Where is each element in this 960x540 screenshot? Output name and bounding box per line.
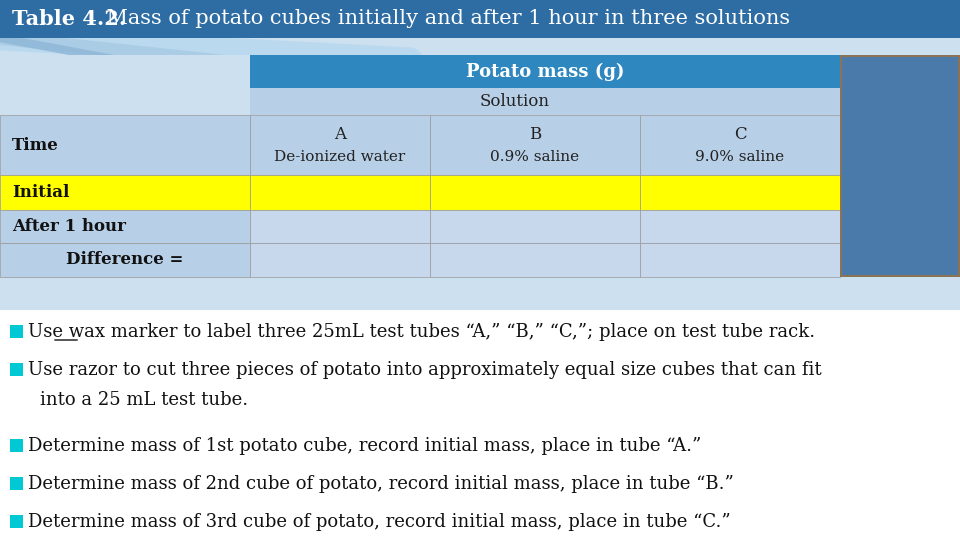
Bar <box>10 439 23 452</box>
Text: Use wax marker to label three 25mL test tubes “A,” “B,” “C,”; place on test tube: Use wax marker to label three 25mL test … <box>28 323 815 341</box>
Bar <box>640 115 840 175</box>
Text: Determine mass of 2nd cube of potato, record initial mass, place in tube “B.”: Determine mass of 2nd cube of potato, re… <box>28 475 733 493</box>
Text: B: B <box>529 126 541 143</box>
Bar <box>0 0 960 38</box>
Bar <box>640 243 840 277</box>
Bar <box>0 310 960 540</box>
Bar <box>250 243 430 277</box>
Bar <box>840 55 960 277</box>
Bar <box>0 210 250 243</box>
Bar <box>250 210 430 243</box>
Text: 9.0% saline: 9.0% saline <box>695 150 784 164</box>
Bar <box>430 115 640 175</box>
Bar <box>250 115 430 175</box>
Bar <box>0 243 250 277</box>
Bar <box>10 515 23 528</box>
Text: De-ionized water: De-ionized water <box>275 150 406 164</box>
Text: Potato mass (g): Potato mass (g) <box>466 63 624 80</box>
Bar <box>430 243 640 277</box>
Bar <box>430 175 640 210</box>
Text: Solution: Solution <box>480 93 550 110</box>
Text: Mass of potato cubes initially and after 1 hour in three solutions: Mass of potato cubes initially and after… <box>100 10 790 29</box>
Text: Time: Time <box>12 137 59 153</box>
Bar <box>250 175 430 210</box>
Text: Table 4.2.: Table 4.2. <box>12 9 127 29</box>
Text: After 1 hour: After 1 hour <box>12 218 126 235</box>
Bar <box>430 210 640 243</box>
Text: Use razor to cut three pieces of potato into approximately equal size cubes that: Use razor to cut three pieces of potato … <box>28 361 822 379</box>
Text: A: A <box>334 126 346 143</box>
Text: Difference =: Difference = <box>66 252 183 268</box>
Text: 0.9% saline: 0.9% saline <box>491 150 580 164</box>
Bar <box>640 175 840 210</box>
Text: C: C <box>733 126 746 143</box>
Bar <box>0 115 250 175</box>
Bar <box>250 88 840 115</box>
Bar <box>10 325 23 338</box>
Bar <box>842 57 958 275</box>
Bar <box>0 115 250 175</box>
Text: Determine mass of 1st potato cube, record initial mass, place in tube “A.”: Determine mass of 1st potato cube, recor… <box>28 437 702 455</box>
Text: into a 25 mL test tube.: into a 25 mL test tube. <box>40 391 248 409</box>
Bar <box>10 363 23 376</box>
Text: Determine mass of 3rd cube of potato, record initial mass, place in tube “C.”: Determine mass of 3rd cube of potato, re… <box>28 513 731 531</box>
Bar <box>250 55 840 88</box>
Bar <box>0 175 250 210</box>
Bar <box>0 55 250 115</box>
Bar <box>640 210 840 243</box>
Bar <box>10 477 23 490</box>
Text: Initial: Initial <box>12 184 69 201</box>
